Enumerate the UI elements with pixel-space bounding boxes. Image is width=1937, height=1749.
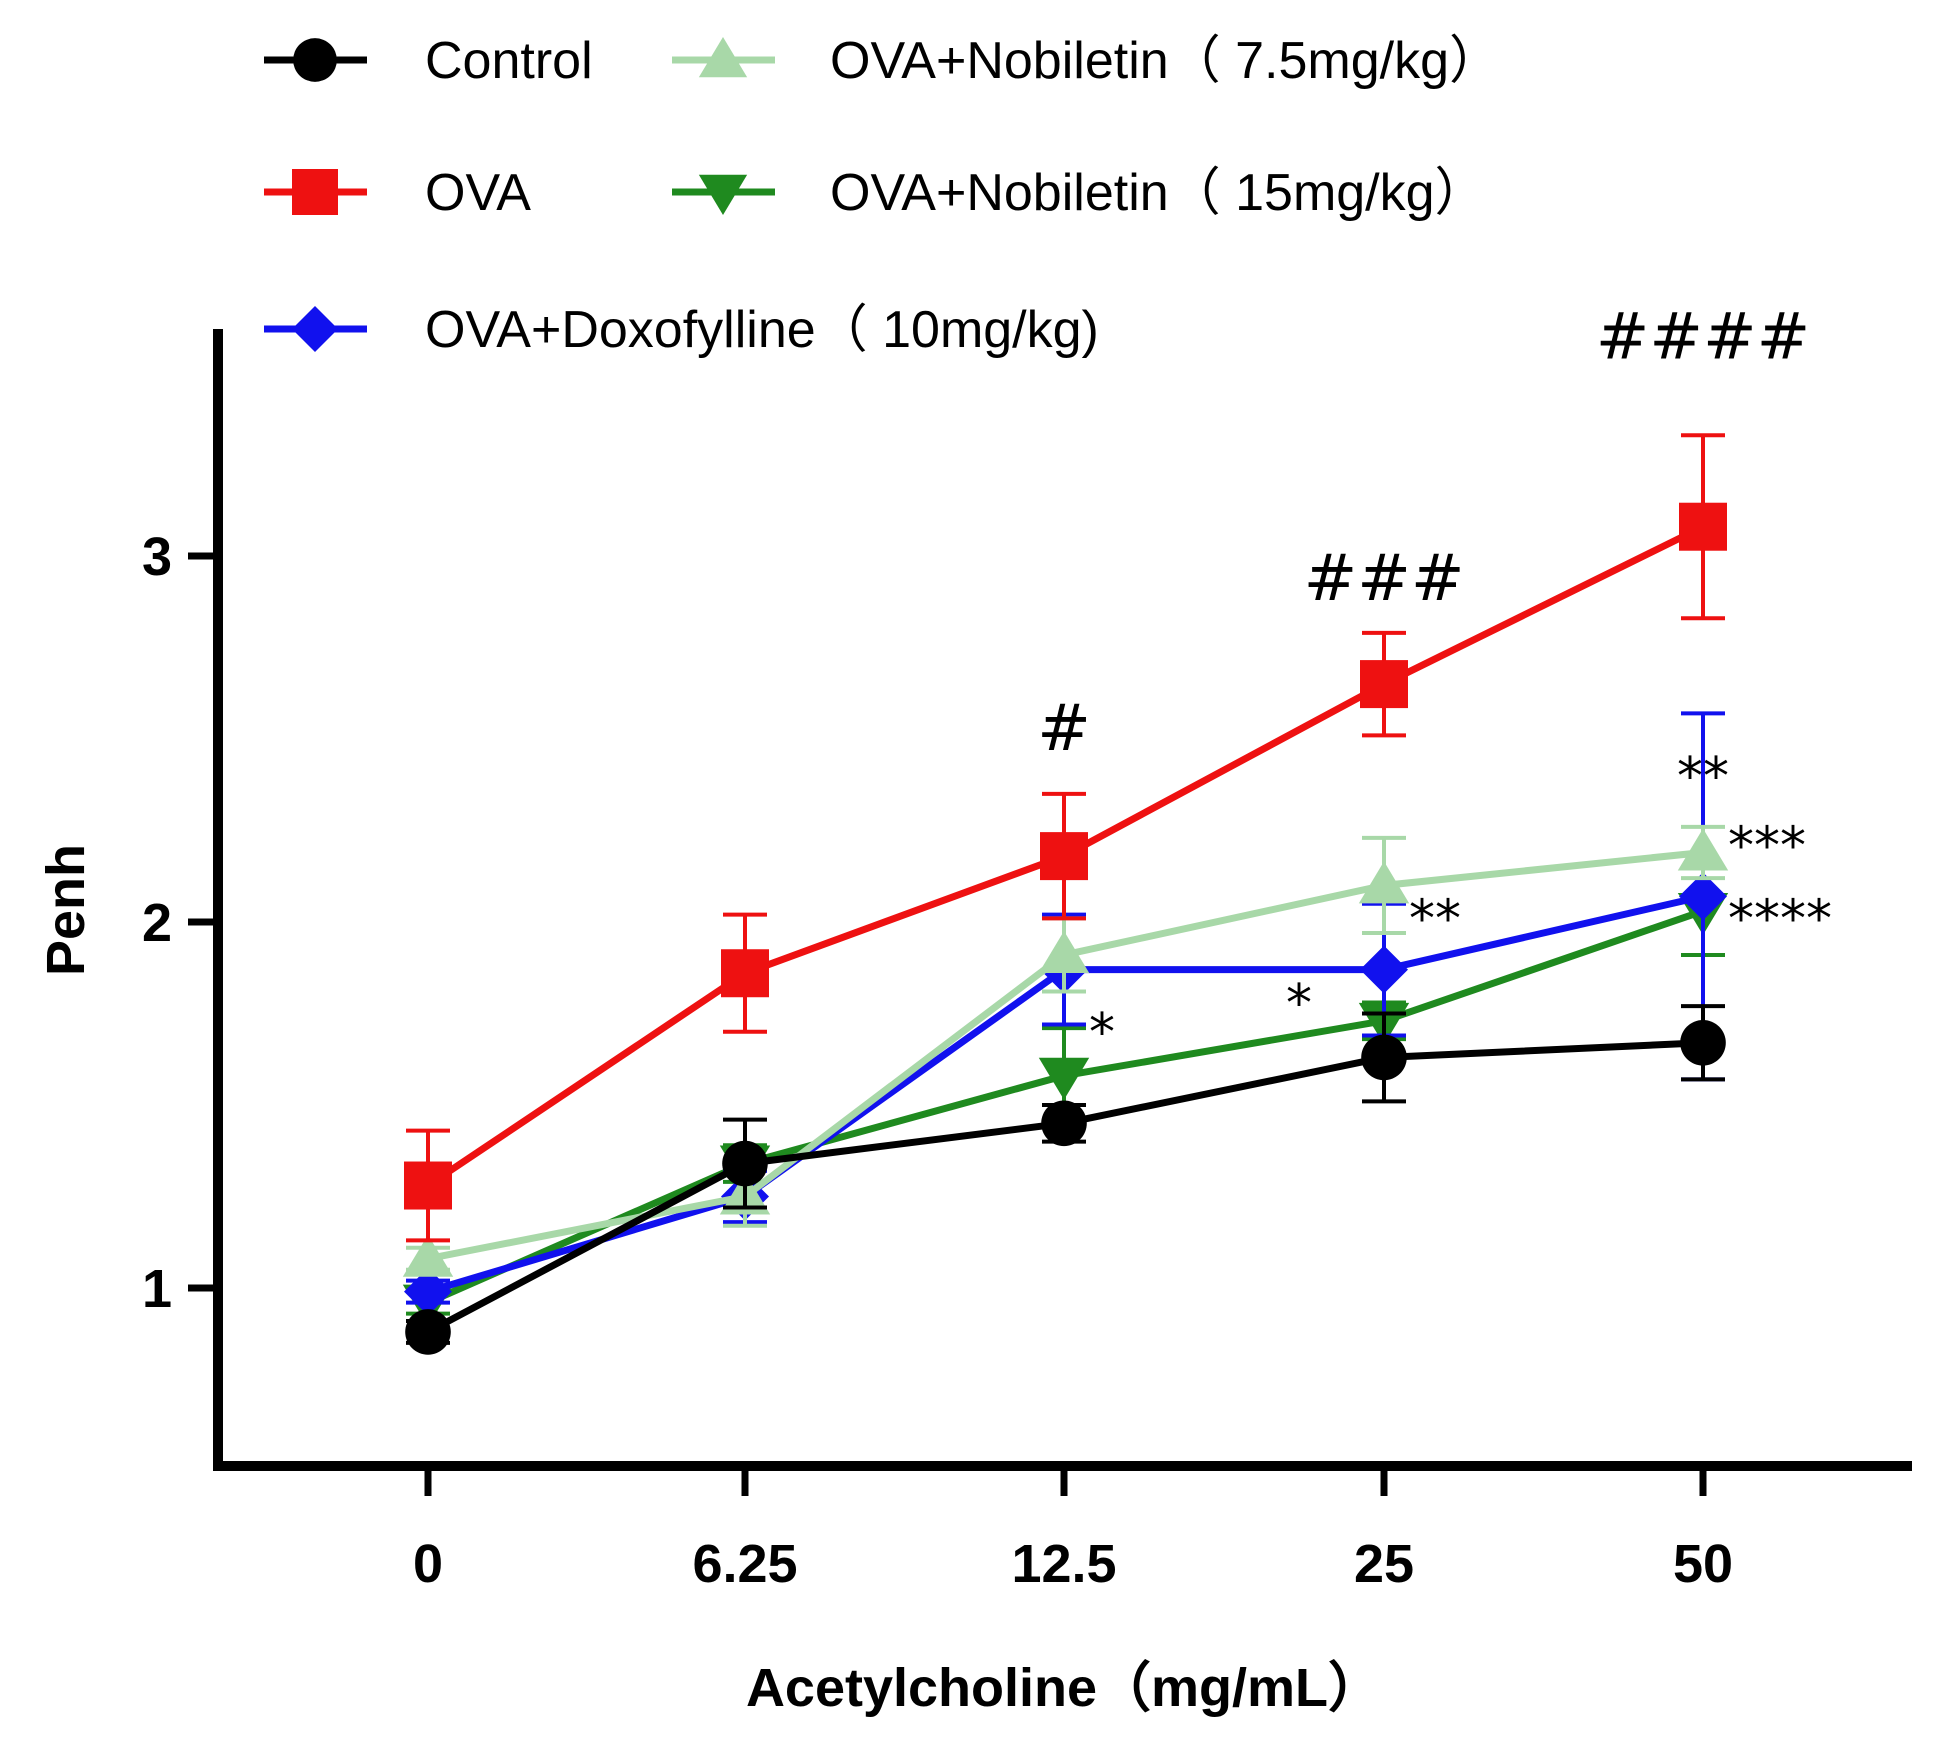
data-point	[1041, 1100, 1087, 1147]
data-point	[1038, 930, 1090, 973]
legend-label: OVA	[425, 164, 531, 222]
legend-marker	[698, 174, 748, 215]
series-group	[405, 1004, 1726, 1355]
data-point	[1358, 861, 1410, 904]
legend-item: OVA+Doxofylline（ 10mg/kg)	[264, 301, 1099, 359]
legend-label: OVA+Nobiletin（ 7.5mg/kg）	[830, 32, 1501, 90]
data-point	[722, 1140, 768, 1187]
data-point	[405, 1309, 451, 1355]
legend-item: OVA	[264, 164, 531, 222]
data-point	[1679, 502, 1727, 551]
significance-star-label: ****	[1728, 890, 1832, 950]
legend-marker	[292, 169, 338, 215]
data-point	[1360, 945, 1408, 994]
legend-label: OVA+Doxofylline（ 10mg/kg)	[425, 301, 1099, 359]
data-point	[721, 949, 769, 998]
y-tick-label: 3	[142, 527, 172, 587]
legend-marker	[292, 306, 338, 352]
significance-hash-label: ####	[1596, 300, 1811, 374]
data-point	[1361, 1034, 1407, 1081]
data-point	[1679, 872, 1727, 921]
y-tick-label: 2	[142, 893, 172, 953]
legend-item: OVA+Nobiletin（ 7.5mg/kg）	[672, 32, 1501, 90]
data-point	[1360, 660, 1408, 709]
chart-legend: Control OVA OVA+Doxofylline（ 10mg/kg) OVA+N…	[264, 32, 1501, 359]
y-axis-title: Penh	[36, 844, 96, 976]
data-point	[1680, 1019, 1726, 1066]
data-point	[1038, 1057, 1090, 1100]
significance-star-label: **	[1677, 747, 1729, 807]
legend-marker	[293, 38, 337, 82]
legend-item: Control	[264, 32, 593, 90]
x-axis-title: Acetylcholine（mg/mL）	[746, 1658, 1382, 1718]
legend-label: Control	[425, 32, 593, 90]
x-tick-label: 12.5	[1011, 1534, 1116, 1594]
x-tick-label: 25	[1354, 1534, 1414, 1594]
legend-marker	[698, 37, 748, 78]
legend-item: OVA+Nobiletin（ 15mg/kg）	[672, 164, 1487, 222]
significance-star-label: *	[1089, 1003, 1115, 1063]
chart-annotations: ########* ************	[1037, 300, 1832, 1063]
significance-star-label: *	[1286, 974, 1312, 1034]
y-tick-label: 1	[142, 1259, 172, 1319]
data-point	[404, 1267, 452, 1316]
series-group	[404, 433, 1727, 1243]
legend-label: OVA+Nobiletin（ 15mg/kg）	[830, 164, 1487, 222]
data-point	[1040, 832, 1088, 881]
x-tick-label: 50	[1673, 1534, 1733, 1594]
significance-hash-label: ###	[1304, 542, 1465, 616]
x-tick-label: 0	[413, 1534, 443, 1594]
data-point	[1677, 828, 1729, 871]
significance-hash-label: #	[1037, 692, 1091, 766]
significance-star-label: ***	[1728, 816, 1806, 876]
data-point	[404, 1161, 452, 1210]
chart-series	[402, 433, 1729, 1355]
x-tick-label: 6.25	[692, 1534, 797, 1594]
significance-star-label: **	[1409, 890, 1461, 950]
chart-ticks: 0 6.25 12.5 25 50 1 2 3	[142, 527, 1733, 1594]
data-point	[402, 1234, 454, 1277]
